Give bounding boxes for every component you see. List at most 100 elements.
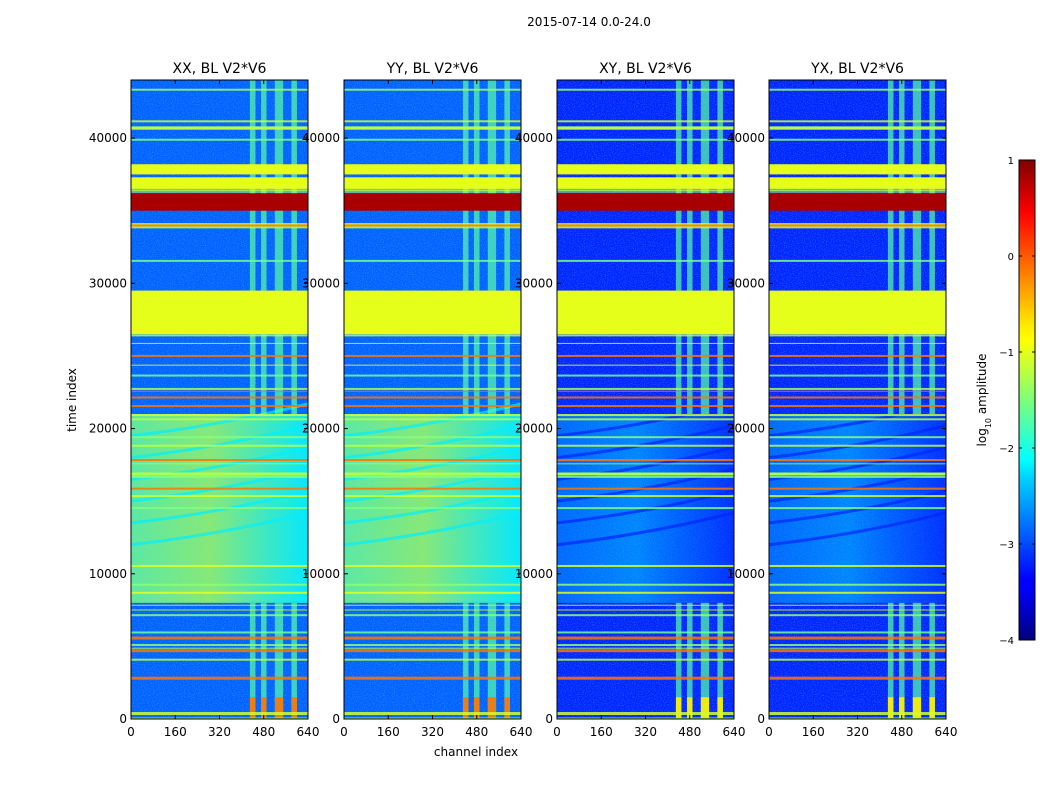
rfi-hot-spot — [249, 697, 256, 719]
flagged-row — [557, 609, 734, 611]
y-axis-label: time index — [65, 368, 79, 432]
x-tick-label: 0 — [553, 725, 561, 739]
rfi-hot-spot — [898, 697, 905, 719]
heatmap-image — [344, 80, 521, 719]
flagged-row — [769, 189, 946, 192]
arc-feature — [131, 424, 308, 460]
flagged-row — [769, 138, 946, 141]
arc-feature — [344, 402, 521, 438]
flagged-row — [769, 334, 946, 337]
flagged-row — [131, 475, 308, 478]
flagged-row — [131, 126, 308, 130]
rfi-column — [929, 602, 935, 719]
panel-title: YX, BL V2*V6 — [810, 61, 904, 77]
rfi-hot-spot — [675, 697, 682, 719]
y-tick-label: 40000 — [727, 131, 765, 145]
y-tick-label: 10000 — [89, 567, 127, 581]
colorbar-tick-label: −2 — [999, 444, 1014, 455]
flagged-row — [769, 609, 946, 611]
flagged-row — [769, 676, 946, 680]
flagged-row — [131, 396, 308, 399]
flagged-band — [131, 290, 308, 335]
flagged-row — [769, 226, 946, 229]
colorbar-gradient — [1018, 159, 1036, 641]
flagged-band — [344, 164, 521, 175]
flagged-row — [769, 88, 946, 91]
flagged-row — [344, 414, 521, 417]
heatmap-image — [131, 80, 308, 719]
flagged-row — [557, 390, 734, 392]
y-tick-label: 20000 — [727, 422, 765, 436]
colorbar-tick-label: 0 — [1008, 252, 1014, 263]
flagged-row — [131, 224, 308, 228]
flagged-row — [131, 191, 308, 193]
arc-feature — [769, 402, 946, 438]
flagged-row — [131, 507, 308, 510]
flagged-row — [344, 614, 521, 617]
colorbar-tick-label: −4 — [999, 636, 1014, 647]
flagged-row — [131, 459, 308, 462]
flagged-band — [769, 193, 946, 211]
flagged-row — [131, 463, 308, 465]
rfi-column — [487, 334, 497, 415]
arc-feature — [557, 424, 734, 460]
rfi-column — [462, 334, 469, 415]
flagged-row — [344, 418, 521, 421]
flagged-row — [344, 564, 521, 567]
flagged-row — [131, 591, 308, 594]
flagged-row — [131, 676, 308, 680]
rfi-column — [249, 602, 256, 719]
rfi-hot-spot — [912, 697, 922, 719]
x-tick-label: 0 — [765, 725, 773, 739]
rfi-hot-spot — [473, 697, 480, 719]
flagged-row — [344, 647, 521, 649]
arc-feature — [344, 424, 521, 460]
flagged-row — [344, 396, 521, 399]
flagged-row — [557, 473, 734, 476]
flagged-row — [557, 191, 734, 193]
x-tick-label: 160 — [164, 725, 187, 739]
flagged-row — [131, 614, 308, 617]
x-tick-label: 320 — [421, 725, 444, 739]
rfi-column — [274, 602, 284, 719]
rfi-hot-spot — [274, 697, 284, 719]
rfi-column — [260, 334, 267, 415]
flagged-row — [344, 463, 521, 465]
flagged-row — [557, 636, 734, 640]
flagged-row — [131, 473, 308, 476]
flagged-row — [131, 487, 308, 490]
panel-yy: YY, BL V2*V6 0 160 320 480 640 0 10000 20000 3000… — [302, 61, 533, 739]
flagged-band — [769, 177, 946, 189]
flagged-row — [344, 189, 521, 192]
flagged-row — [557, 459, 734, 462]
flagged-row — [344, 591, 521, 594]
flagged-row — [557, 224, 734, 228]
rfi-column — [291, 334, 297, 415]
flagged-row — [557, 507, 734, 510]
rfi-hot-spot — [462, 697, 469, 719]
rfi-column — [686, 334, 693, 415]
flagged-row — [769, 507, 946, 510]
rfi-hot-spot — [929, 697, 935, 719]
flagged-row — [769, 475, 946, 478]
flagged-row — [557, 658, 734, 661]
rfi-column — [717, 602, 723, 719]
flagged-row — [769, 459, 946, 462]
flagged-row — [769, 583, 946, 586]
flagged-row — [344, 495, 521, 498]
y-tick-label: 20000 — [515, 422, 553, 436]
flagged-row — [344, 507, 521, 510]
flagged-row — [131, 354, 308, 357]
panel-yx: YX, BL V2*V6 0 160 320 480 640 0 10000 20000 3000… — [727, 61, 958, 739]
flagged-row — [557, 712, 734, 716]
flagged-row — [557, 475, 734, 478]
x-tick-label: 480 — [890, 725, 913, 739]
flagged-row — [769, 564, 946, 567]
flagged-row — [131, 387, 308, 390]
y-tick-label: 40000 — [89, 131, 127, 145]
flagged-row — [769, 591, 946, 594]
flagged-row — [769, 259, 946, 262]
flagged-row — [557, 414, 734, 417]
y-tick-label: 30000 — [515, 276, 553, 290]
x-tick-label: 640 — [510, 725, 533, 739]
